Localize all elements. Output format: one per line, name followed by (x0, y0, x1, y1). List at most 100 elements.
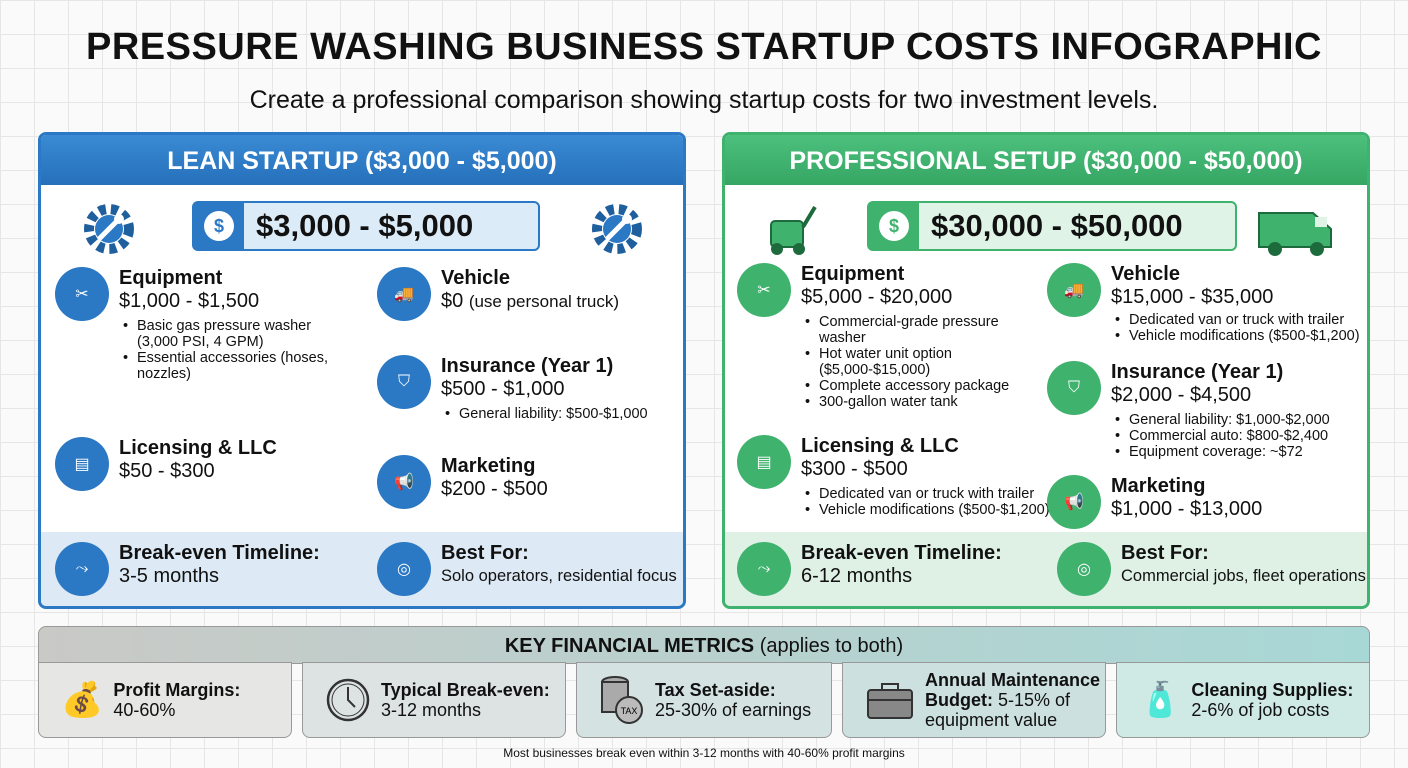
target-icon: ◎ (1057, 542, 1111, 596)
item-title: Best For: (1121, 542, 1209, 564)
item-title: Insurance (Year 1) (441, 355, 614, 377)
professional-header: PROFESSIONAL SETUP ($30,000 - $50,000) (725, 135, 1367, 185)
toolbox-icon (867, 683, 913, 719)
money-bag-hand-icon: 💰 (61, 681, 104, 719)
tax-coins-icon: TAX (601, 676, 643, 724)
lean-header: LEAN STARTUP ($3,000 - $5,000) (41, 135, 683, 185)
professional-price-badge: $ $30,000 - $50,000 (867, 201, 1237, 251)
item-note: (use personal truck) (468, 292, 620, 311)
item-title: Break-even Timeline: (801, 542, 1002, 564)
shield-icon: ⛉ (1047, 361, 1101, 415)
page-subtitle: Create a professional comparison showing… (249, 86, 1159, 114)
footer-note: Most businesses break even within 3-12 m… (503, 746, 905, 760)
bullet: Commercial auto: $800-$2,400 (1115, 428, 1330, 444)
lean-best-for: ◎ Best For: Solo operators, residential f… (377, 542, 677, 596)
megaphone-icon: 📢 (1047, 475, 1101, 529)
route-icon: ⤳ (55, 542, 109, 596)
lean-insurance: ⛉ Insurance (Year 1)$500 - $1,000 Genera… (377, 355, 648, 422)
item-title: Vehicle (1111, 263, 1180, 285)
item-value: $0 (441, 290, 464, 312)
item-title: Equipment (119, 267, 223, 289)
price-range: $3,000 - $5,000 (256, 208, 474, 243)
item-value: $500 - $1,000 (441, 378, 565, 400)
pro-insurance: ⛉ Insurance (Year 1)$2,000 - $4,500 Gene… (1047, 361, 1330, 460)
metric-card-supplies: 🧴 Cleaning Supplies: 2-6% of job costs (1116, 662, 1370, 738)
metric-label: Typical Break-even: (381, 680, 550, 700)
metric-card-breakeven: Typical Break-even: 3-12 months (302, 662, 566, 738)
bullet: Hot water unit option ($5,000-$15,000) (805, 346, 1025, 378)
pro-marketing: 📢 Marketing $1,000 - $13,000 (1047, 475, 1262, 529)
metric-label: Profit Margins: (113, 680, 241, 700)
metric-label: Annual Maintenance Budget: (925, 670, 1101, 710)
pro-licensing: ▤ Licensing & LLC$300 - $500 Dedicated v… (737, 435, 1050, 518)
van-icon (1258, 212, 1332, 256)
metric-value: 5-15% of equipment value (925, 690, 1071, 730)
bullet: 300-gallon water tank (805, 394, 1025, 410)
pro-best-for: ◎ Best For: Commercial jobs, fleet operat… (1057, 542, 1366, 596)
item-value: $1,000 - $1,500 (119, 290, 260, 312)
bullet: Vehicle modifications ($500-$1,200) (805, 502, 1050, 518)
gear-wrench-icon (84, 204, 134, 254)
bullet: General liability: $1,000-$2,000 (1115, 412, 1330, 428)
route-icon: ⤳ (737, 542, 791, 596)
truck-icon: 🚚 (1047, 263, 1101, 317)
metrics-subtitle: (applies to both) (754, 635, 904, 657)
lean-licensing: ▤ Licensing & LLC $50 - $300 (55, 437, 277, 491)
spray-bottle-icon: 🧴 (1139, 681, 1182, 719)
item-value: $15,000 - $35,000 (1111, 286, 1274, 308)
dollar-icon: $ (204, 211, 234, 241)
svg-text:TAX: TAX (621, 706, 638, 716)
item-title: Vehicle (441, 267, 510, 289)
bullet: Equipment coverage: ~$72 (1115, 444, 1330, 460)
bullet: General liability: $500-$1,000 (445, 406, 648, 422)
lean-equipment: ✂ Equipment$1,000 - $1,500 Basic gas pre… (55, 267, 343, 382)
lean-summary-band: ⤳ Break-even Timeline: 3-5 months ◎ Best … (41, 532, 683, 606)
tools-icon: ✂ (55, 267, 109, 321)
key-metrics-header: KEY FINANCIAL METRICS (applies to both) (38, 626, 1370, 664)
pro-summary-band: ⤳ Break-even Timeline: 6-12 months ◎ Best… (725, 532, 1367, 606)
item-title: Break-even Timeline: (119, 542, 320, 564)
item-value: $300 - $500 (801, 458, 908, 480)
metric-card-maintenance: Annual Maintenance Budget: 5-15% of equi… (842, 662, 1106, 738)
item-value: $200 - $500 (441, 478, 548, 500)
page-title: PRESSURE WASHING BUSINESS STARTUP COSTS … (85, 26, 1322, 68)
metric-card-tax: TAX Tax Set-aside: 25-30% of earnings (576, 662, 832, 738)
shield-icon: ⛉ (377, 355, 431, 409)
pressure-washer-icon (770, 205, 817, 255)
item-title: Marketing (441, 455, 536, 477)
bullet: Dedicated van or truck with trailer (1115, 312, 1360, 328)
lean-marketing: 📢 Marketing $200 - $500 (377, 455, 548, 509)
target-icon: ◎ (377, 542, 431, 596)
lean-startup-panel: LEAN STARTUP ($3,000 - $5,000) $ $3,000 -… (38, 132, 686, 609)
item-value: $1,000 - $13,000 (1111, 498, 1263, 520)
bullet: Dedicated van or truck with trailer (805, 486, 1050, 502)
item-value: 6-12 months (801, 565, 913, 587)
lean-vehicle: 🚚 Vehicle $0 (use personal truck) (377, 267, 619, 321)
metric-value: 2-6% of job costs (1191, 700, 1330, 720)
metric-value: 25-30% of earnings (655, 700, 812, 720)
document-check-icon: ▤ (737, 435, 791, 489)
truck-icon: 🚚 (377, 267, 431, 321)
bullet: Essential accessories (hoses, nozzles) (123, 350, 343, 382)
item-title: Best For: (441, 542, 529, 564)
tools-icon: ✂ (737, 263, 791, 317)
metric-value: 40-60% (113, 700, 176, 720)
item-value: $5,000 - $20,000 (801, 286, 953, 308)
dollar-icon: $ (879, 211, 909, 241)
lean-breakeven: ⤳ Break-even Timeline: 3-5 months (55, 542, 320, 596)
price-range: $30,000 - $50,000 (931, 208, 1183, 243)
bullet: Vehicle modifications ($500-$1,200) (1115, 328, 1360, 344)
document-check-icon: ▤ (55, 437, 109, 491)
item-value: 3-5 months (119, 565, 220, 587)
item-title: Marketing (1111, 475, 1206, 497)
metrics-title: KEY FINANCIAL METRICS (504, 635, 755, 657)
pro-equipment: ✂ Equipment$5,000 - $20,000 Commercial-g… (737, 263, 1025, 410)
lean-price-badge: $ $3,000 - $5,000 (192, 201, 540, 251)
item-value: Solo operators, residential focus (441, 567, 677, 585)
item-value: $50 - $300 (119, 460, 215, 482)
megaphone-icon: 📢 (377, 455, 431, 509)
pro-vehicle: 🚚 Vehicle$15,000 - $35,000 Dedicated van… (1047, 263, 1360, 344)
metric-label: Tax Set-aside: (655, 680, 776, 700)
gear-wrench-icon (592, 204, 642, 254)
pro-breakeven: ⤳ Break-even Timeline: 6-12 months (737, 542, 1002, 596)
